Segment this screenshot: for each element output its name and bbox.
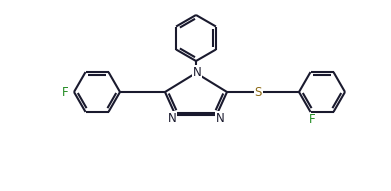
Text: N: N <box>193 66 201 79</box>
Text: F: F <box>62 86 68 99</box>
Text: N: N <box>168 112 176 125</box>
Text: F: F <box>309 113 316 126</box>
Text: N: N <box>215 112 224 125</box>
Text: S: S <box>254 86 262 99</box>
